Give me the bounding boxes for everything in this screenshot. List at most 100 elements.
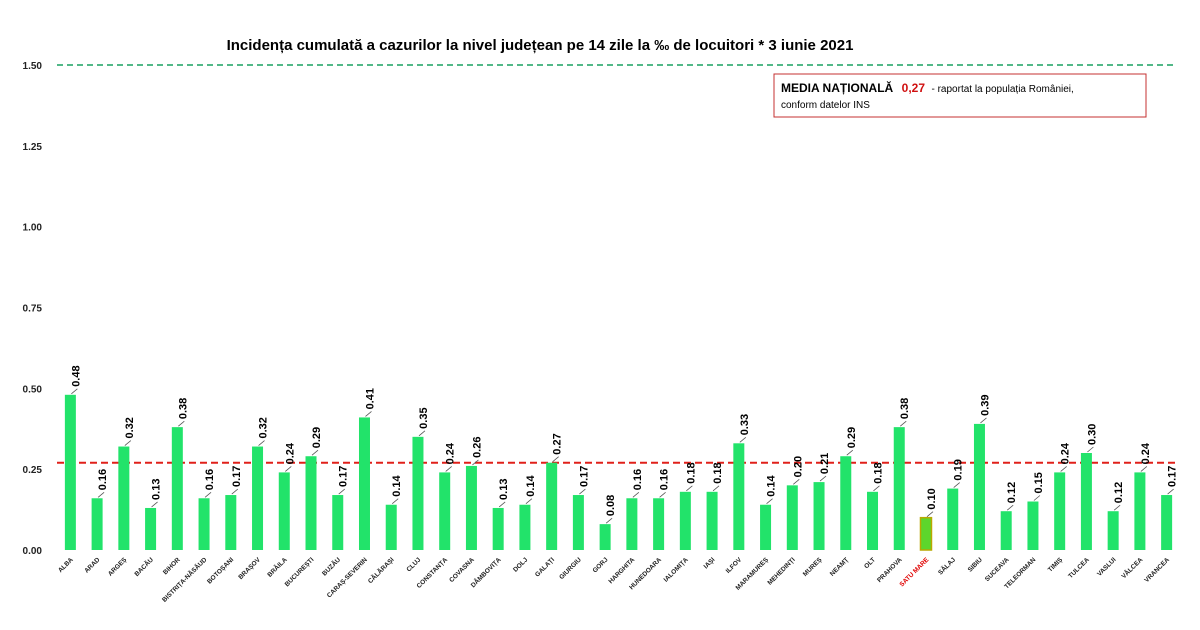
y-tick-label: 0.75 <box>23 304 43 315</box>
y-tick-label: 0.00 <box>23 546 43 557</box>
leader-line-9 <box>311 449 319 456</box>
bar-41 <box>1161 495 1173 550</box>
x-tick-label-13: CLUJ <box>405 556 422 573</box>
leader-line-10 <box>338 488 346 495</box>
data-label-37: 0.24 <box>1060 442 1072 464</box>
x-tick-label-19: GIURGIU <box>558 556 583 581</box>
bar-14 <box>439 472 451 550</box>
bar-32 <box>919 516 933 551</box>
annotation-line-1: MEDIA NAȚIONALĂ 0,27 - raportat la popul… <box>781 79 1074 96</box>
leader-line-26 <box>766 498 773 505</box>
leader-line-18 <box>552 456 559 463</box>
data-label-22: 0.16 <box>659 469 671 490</box>
x-tick-label-2: ARGEȘ <box>107 556 129 578</box>
x-tick-label-33: SĂLAJ <box>936 555 958 577</box>
data-label-27: 0.20 <box>792 456 804 477</box>
data-label-2: 0.32 <box>124 417 136 438</box>
leader-line-32 <box>926 511 934 517</box>
y-axis-ticks: 0.00 0.25 0.50 0.75 1.00 1.25 1.50 <box>23 61 43 557</box>
national-average-annotation: MEDIA NAȚIONALĂ 0,27 - raportat la popul… <box>773 73 1147 118</box>
leader-line-14 <box>445 466 452 472</box>
leader-line-3 <box>151 501 158 508</box>
data-label-35: 0.12 <box>1006 482 1018 503</box>
bar-5 <box>198 498 210 550</box>
x-tick-label-32: SATU MARE <box>898 556 930 588</box>
data-label-32: 0.10 <box>926 488 938 509</box>
data-label-7: 0.32 <box>258 417 270 438</box>
leader-line-35 <box>1006 504 1014 511</box>
annotation-value: 0,27 <box>902 81 926 95</box>
bar-28 <box>813 482 825 550</box>
leader-line-1 <box>97 491 105 498</box>
bar-29 <box>840 456 852 550</box>
y-tick-label: 1.00 <box>23 223 43 234</box>
x-tick-label-12: CĂLĂRAȘI <box>366 555 396 585</box>
x-tick-label-7: BRAȘOV <box>237 556 262 581</box>
leader-line-12 <box>391 498 399 505</box>
annotation-suffix: - raportat la populația României, <box>931 84 1073 95</box>
bar-15 <box>465 465 477 550</box>
x-tick-label-31: PRAHOVA <box>876 556 904 584</box>
bar-30 <box>867 491 879 550</box>
leader-line-16 <box>498 501 506 508</box>
bar-2 <box>118 446 130 550</box>
bar-25 <box>733 443 745 550</box>
bar-11 <box>358 417 370 550</box>
data-label-6: 0.17 <box>231 466 243 487</box>
leader-line-13 <box>418 430 426 437</box>
x-tick-label-1: ARAD <box>83 556 101 574</box>
bar-18 <box>546 462 558 550</box>
x-tick-label-10: BUZĂU <box>320 555 343 578</box>
bar-38 <box>1080 453 1092 550</box>
data-label-1: 0.16 <box>97 469 109 490</box>
x-tick-label-5: BISTRIȚA-NĂSĂUD <box>160 555 209 604</box>
leader-line-22 <box>659 491 666 498</box>
x-tick-label-40: VÂLCEA <box>1119 555 1144 580</box>
x-tick-label-6: BOTOȘANI <box>206 556 235 585</box>
annotation-prefix: MEDIA NAȚIONALĂ <box>781 80 894 95</box>
annotation-box <box>773 73 1147 118</box>
bar-21 <box>626 498 638 550</box>
leader-line-19 <box>579 488 586 495</box>
bar-8 <box>278 472 290 550</box>
bar-4 <box>171 427 183 550</box>
leader-line-31 <box>899 420 907 427</box>
data-label-21: 0.16 <box>632 469 644 490</box>
leader-line-25 <box>739 436 747 443</box>
x-tick-label-17: DOLJ <box>512 556 529 573</box>
x-tick-label-21: HARGHITA <box>607 556 636 585</box>
bar-7 <box>252 446 264 550</box>
data-label-8: 0.24 <box>284 442 296 464</box>
data-label-24: 0.18 <box>712 462 724 483</box>
leader-line-24 <box>712 485 720 492</box>
x-tick-label-9: BUCUREȘTI <box>284 556 316 588</box>
data-label-39: 0.12 <box>1113 482 1125 503</box>
x-tick-label-29: NEAMȚ <box>829 556 850 577</box>
bar-20 <box>599 524 611 550</box>
data-label-15: 0.26 <box>471 437 483 458</box>
bar-34 <box>973 423 985 550</box>
x-tick-label-34: SIBIU <box>967 556 984 573</box>
leader-line-20 <box>605 517 613 524</box>
leader-line-30 <box>873 485 880 492</box>
y-tick-label: 1.25 <box>23 142 43 153</box>
data-label-33: 0.19 <box>953 459 965 480</box>
leader-line-40 <box>1140 466 1148 472</box>
bar-3 <box>145 507 157 550</box>
leader-line-39 <box>1113 504 1121 511</box>
leader-line-23 <box>686 485 693 492</box>
bar-12 <box>385 504 397 550</box>
bar-13 <box>412 436 424 550</box>
label-leader-lines <box>71 388 1174 524</box>
data-label-36: 0.15 <box>1033 472 1045 493</box>
data-label-13: 0.35 <box>418 407 430 428</box>
data-label-19: 0.17 <box>578 466 590 487</box>
leader-line-21 <box>632 491 640 498</box>
bar-17 <box>519 504 531 550</box>
annotation-line-2: conform datelor INS <box>781 100 870 111</box>
leader-line-4 <box>178 420 185 427</box>
leader-line-7 <box>258 440 265 446</box>
bars <box>64 394 1173 551</box>
x-tick-label-0: ALBA <box>57 556 75 574</box>
